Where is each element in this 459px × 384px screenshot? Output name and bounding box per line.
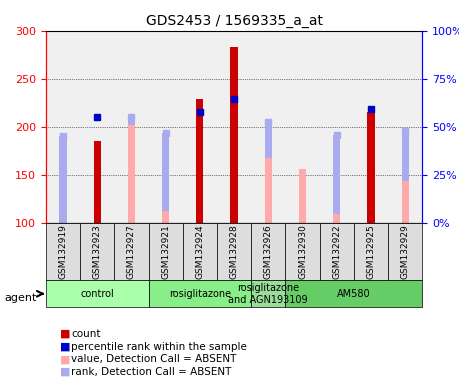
FancyBboxPatch shape	[285, 280, 422, 307]
Title: GDS2453 / 1569335_a_at: GDS2453 / 1569335_a_at	[146, 14, 323, 28]
Bar	[162, 134, 169, 223]
Text: ■: ■	[60, 329, 70, 339]
Text: GSM132928: GSM132928	[230, 224, 239, 279]
Text: GSM132926: GSM132926	[264, 224, 273, 279]
Text: AM580: AM580	[337, 289, 371, 299]
Bar	[299, 169, 306, 223]
Text: GSM132922: GSM132922	[332, 224, 341, 279]
Text: percentile rank within the sample: percentile rank within the sample	[71, 342, 247, 352]
Text: agent: agent	[5, 293, 37, 303]
Bar	[128, 117, 135, 223]
Text: ■: ■	[60, 342, 70, 352]
FancyBboxPatch shape	[388, 223, 422, 280]
Bar	[230, 47, 238, 223]
FancyBboxPatch shape	[251, 223, 285, 280]
Bar	[265, 122, 272, 223]
Text: GSM132923: GSM132923	[93, 224, 102, 279]
Text: ■: ■	[60, 367, 70, 377]
FancyBboxPatch shape	[149, 280, 251, 307]
Text: GSM132929: GSM132929	[401, 224, 410, 279]
Text: value, Detection Call = ABSENT: value, Detection Call = ABSENT	[71, 354, 236, 364]
FancyBboxPatch shape	[114, 223, 149, 280]
FancyBboxPatch shape	[285, 223, 319, 280]
Text: rosiglitazone
and AGN193109: rosiglitazone and AGN193109	[229, 283, 308, 305]
FancyBboxPatch shape	[183, 223, 217, 280]
Bar	[94, 141, 101, 223]
Bar	[162, 211, 169, 223]
Bar	[333, 214, 340, 223]
Text: GSM132930: GSM132930	[298, 224, 307, 279]
Text: GSM132927: GSM132927	[127, 224, 136, 279]
Bar	[402, 131, 409, 223]
Text: control: control	[80, 289, 114, 299]
Text: GSM132921: GSM132921	[161, 224, 170, 279]
FancyBboxPatch shape	[46, 280, 149, 307]
FancyBboxPatch shape	[319, 223, 354, 280]
Bar	[59, 136, 67, 223]
Bar	[333, 136, 340, 223]
Text: GSM132924: GSM132924	[196, 224, 204, 279]
FancyBboxPatch shape	[217, 223, 251, 280]
Text: rosiglitazone: rosiglitazone	[169, 289, 231, 299]
Bar	[196, 99, 203, 223]
Bar	[265, 159, 272, 223]
Text: ■: ■	[60, 354, 70, 364]
Bar	[128, 125, 135, 223]
Text: GSM132919: GSM132919	[58, 224, 67, 279]
Text: GSM132925: GSM132925	[366, 224, 375, 279]
FancyBboxPatch shape	[46, 223, 80, 280]
FancyBboxPatch shape	[149, 223, 183, 280]
FancyBboxPatch shape	[354, 223, 388, 280]
FancyBboxPatch shape	[80, 223, 114, 280]
Bar	[367, 113, 375, 223]
Text: count: count	[71, 329, 101, 339]
FancyBboxPatch shape	[251, 280, 285, 307]
Bar	[402, 182, 409, 223]
Text: rank, Detection Call = ABSENT: rank, Detection Call = ABSENT	[71, 367, 231, 377]
